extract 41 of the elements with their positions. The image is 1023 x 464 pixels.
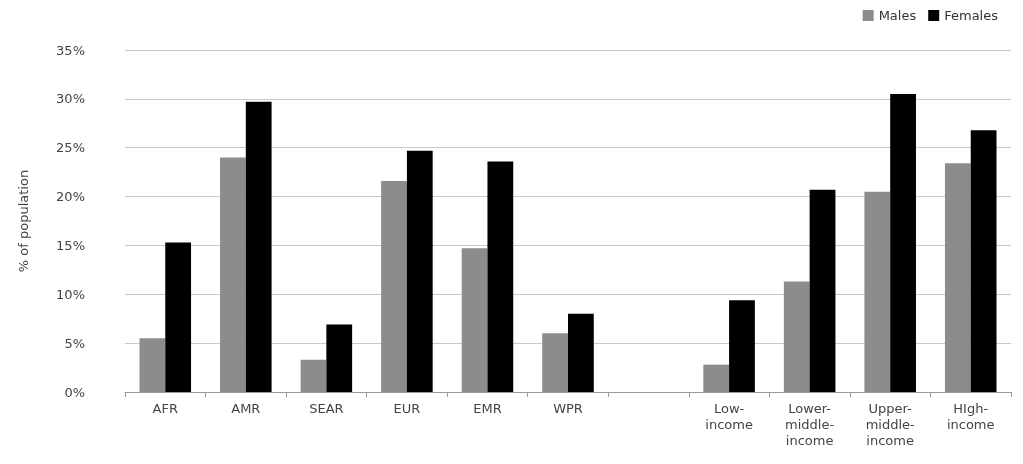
- bar: [970, 130, 997, 392]
- y-tick-label: 25%: [56, 140, 85, 156]
- bar: [326, 324, 353, 392]
- bar: [245, 101, 272, 392]
- bar: [703, 364, 730, 392]
- bar: [890, 93, 916, 392]
- x-tick-label: Lower-middle-income: [785, 400, 835, 448]
- x-tick-label: EMR: [473, 400, 502, 416]
- x-tick-label: AMR: [231, 400, 261, 416]
- bar: [220, 157, 246, 392]
- legend-label: Males: [878, 8, 917, 23]
- bar: [809, 189, 836, 392]
- y-tick-label: 20%: [56, 189, 85, 205]
- bar: [568, 313, 594, 392]
- x-tick-label: AFR: [152, 400, 178, 416]
- y-tick-label: 5%: [64, 335, 85, 351]
- bar: [729, 300, 755, 392]
- bar: [944, 163, 971, 392]
- bar: [165, 242, 192, 392]
- bar: [300, 359, 327, 392]
- bar: [783, 281, 810, 392]
- x-tick-label: Low-income: [705, 400, 753, 432]
- bar: [864, 191, 891, 392]
- y-tick-label: 30%: [56, 91, 85, 107]
- x-tick-label: Upper-middle-income: [865, 400, 916, 448]
- bar: [542, 333, 568, 392]
- bar: [461, 248, 488, 392]
- x-tick-label: HIgh-income: [946, 400, 995, 432]
- legend-label: Females: [944, 8, 999, 23]
- y-axis-title: % of population: [16, 169, 31, 273]
- bar: [381, 180, 407, 392]
- y-tick-label: 10%: [56, 286, 85, 302]
- x-tick-label: SEAR: [309, 400, 344, 416]
- x-tick-label: EUR: [393, 400, 421, 416]
- y-tick-label: 0%: [64, 384, 85, 400]
- bar: [406, 150, 433, 392]
- y-tick-label: 15%: [56, 237, 85, 253]
- x-tick-label: WPR: [553, 400, 583, 416]
- bar: [487, 161, 514, 392]
- y-tick-label: 35%: [56, 42, 85, 58]
- bar: [139, 338, 166, 392]
